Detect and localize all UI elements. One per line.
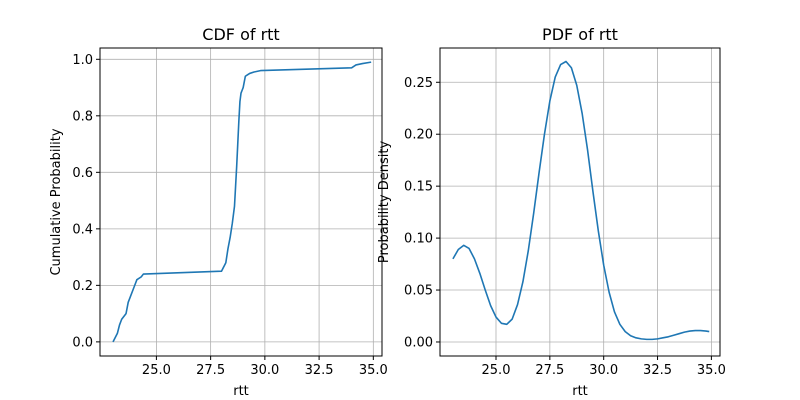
pdf-x-tick-label: 27.5 (535, 363, 564, 378)
pdf-y-tick-label: 0.00 (404, 335, 433, 350)
pdf-axes-frame (439, 47, 721, 357)
cdf-x-tick-label: 27.5 (196, 363, 225, 378)
cdf-y-tick-label: 0.4 (72, 222, 93, 237)
cdf-chart: 25.0 27.5 30.0 32.5 35.0 0.0 0.2 0.4 0.6 0.8 1.0 CD… (49, 25, 388, 399)
cdf-y-tick-label: 0.0 (72, 335, 93, 350)
cdf-y-tick-label: 0.6 (72, 166, 93, 181)
cdf-y-tick-label: 0.2 (72, 279, 93, 294)
pdf-y-tick-label: 0.20 (404, 128, 433, 143)
cdf-x-tick-label: 35.0 (359, 363, 388, 378)
pdf-x-tick-label: 35.0 (697, 363, 726, 378)
pdf-y-tick-label: 0.10 (404, 232, 433, 247)
pdf-y-tick-label: 0.15 (404, 180, 433, 195)
cdf-x-tick-label: 32.5 (305, 363, 334, 378)
pdf-y-axis-label: Probability Density (377, 141, 392, 264)
pdf-x-tick-label: 32.5 (643, 363, 672, 378)
pdf-x-tick-label: 30.0 (589, 363, 618, 378)
cdf-y-axis-label: Cumulative Probability (49, 128, 64, 275)
cdf-axes-frame (99, 47, 383, 357)
cdf-chart-title: CDF of rtt (202, 25, 279, 44)
cdf-series-line (112, 61, 372, 343)
cdf-x-axis-label: rtt (233, 384, 249, 399)
pdf-y-tick-label: 0.05 (404, 284, 433, 299)
pdf-x-tick-label: 25.0 (482, 363, 511, 378)
cdf-y-tick-label: 0.8 (72, 109, 93, 124)
cdf-y-tick-label: 1.0 (72, 53, 93, 68)
pdf-series-line (452, 60, 710, 341)
pdf-x-axis-label: rtt (572, 384, 588, 399)
cdf-x-tick-label: 25.0 (142, 363, 171, 378)
cdf-x-tick-label: 30.0 (250, 363, 279, 378)
pdf-chart-title: PDF of rtt (542, 25, 618, 44)
pdf-chart: 25.0 27.5 30.0 32.5 35.0 0.00 0.05 0.10 0.15 0.20… (377, 25, 726, 399)
pdf-y-tick-label: 0.25 (404, 76, 433, 91)
